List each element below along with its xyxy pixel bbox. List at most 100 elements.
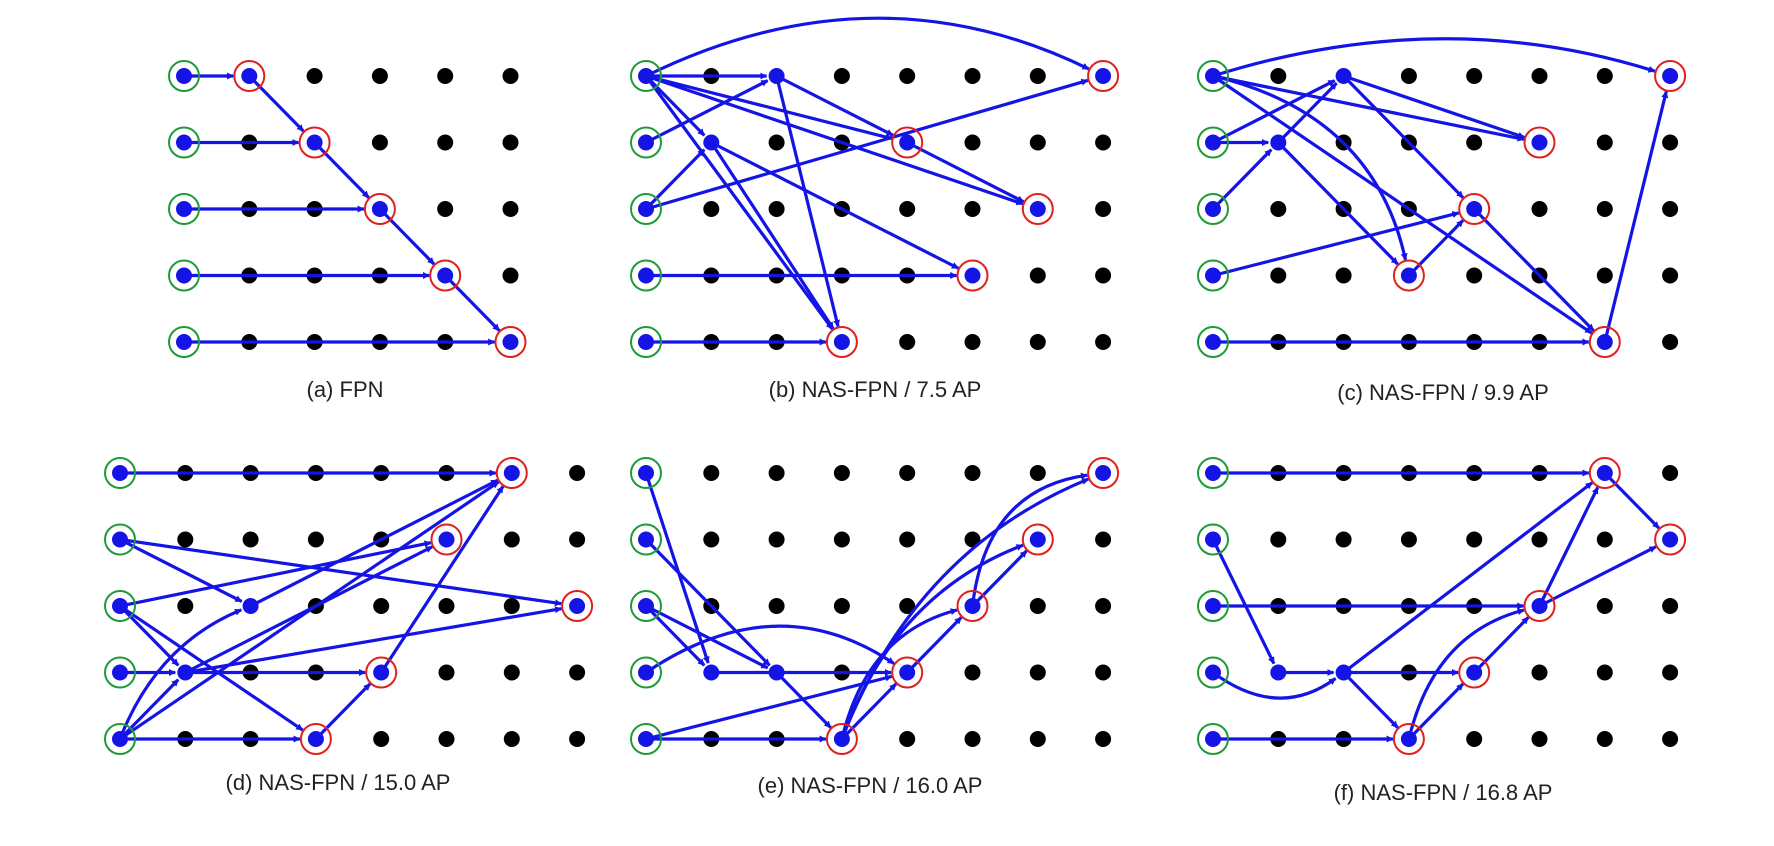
panel-b: (b) NAS-FPN / 7.5 AP	[630, 16, 1120, 402]
grid-node	[1095, 598, 1112, 614]
feature-node	[1205, 334, 1221, 350]
feature-node	[112, 465, 128, 481]
input-node-ring	[630, 457, 662, 489]
feature-node	[438, 531, 455, 548]
grid-node	[1095, 267, 1112, 284]
panel-edges	[644, 16, 1090, 346]
grid-node	[177, 598, 194, 614]
grid-node	[833, 465, 850, 481]
active-nodes	[168, 60, 527, 358]
connection-arrow	[1342, 671, 1399, 729]
input-node-ring	[1197, 523, 1229, 556]
grid-node	[1662, 201, 1679, 217]
feature-node	[638, 731, 654, 747]
output-node-ring	[495, 457, 528, 489]
feature-node	[176, 134, 192, 151]
active-nodes	[630, 60, 1120, 358]
connection-arrow	[1212, 74, 1525, 142]
grid-node	[1596, 664, 1613, 681]
connection-arrow	[248, 74, 305, 133]
feature-node	[1095, 465, 1112, 481]
grid-node	[1466, 731, 1483, 747]
grid-node	[242, 531, 259, 548]
feature-node	[373, 664, 390, 681]
output-node-ring	[233, 60, 266, 92]
feature-node	[638, 334, 654, 350]
input-node-ring	[104, 656, 136, 689]
feature-node	[638, 465, 654, 481]
output-node-ring	[1523, 126, 1556, 159]
output-node-ring	[365, 656, 398, 689]
grid-node	[306, 68, 323, 84]
output-node-ring	[956, 590, 989, 622]
connection-arrow	[645, 74, 893, 141]
output-node-ring	[429, 259, 462, 292]
input-node-ring	[168, 60, 200, 92]
connection-arrow	[313, 141, 370, 199]
feature-node	[176, 68, 192, 84]
feature-node	[768, 664, 785, 681]
connection-arrow	[644, 538, 771, 667]
grid-node	[1596, 134, 1613, 151]
grid-node	[899, 465, 916, 481]
feature-node	[242, 598, 259, 614]
grid-node	[1466, 267, 1483, 284]
output-node-ring	[825, 723, 858, 755]
connection-arrow	[906, 141, 1025, 204]
grid-node	[1029, 664, 1046, 681]
grid-node	[502, 201, 519, 217]
grid-node	[768, 201, 785, 217]
grid-node	[1400, 531, 1417, 548]
grid-node	[1029, 334, 1046, 350]
feature-node	[638, 531, 654, 548]
connection-arrow	[644, 74, 706, 137]
connection-arrow	[1212, 74, 1408, 261]
feature-node	[1662, 68, 1679, 84]
feature-node	[1205, 134, 1221, 151]
connection-arrow	[119, 538, 243, 603]
grid-node	[768, 531, 785, 548]
connection-arrow	[775, 75, 840, 328]
connection-arrow	[1212, 74, 1593, 335]
input-node-ring	[1197, 326, 1229, 358]
active-nodes	[104, 457, 594, 755]
grid-node	[502, 267, 519, 284]
grid-node	[437, 201, 454, 217]
connection-arrow	[1603, 90, 1669, 343]
feature-node	[503, 465, 520, 481]
grid-node	[1270, 68, 1287, 84]
grid-node	[833, 68, 850, 84]
connection-arrow	[645, 79, 769, 144]
output-node-ring	[956, 259, 989, 292]
feature-node	[1205, 465, 1221, 481]
grid-node	[1029, 465, 1046, 481]
input-node-ring	[1197, 259, 1229, 292]
input-node-ring	[104, 590, 136, 622]
feature-node	[768, 68, 785, 84]
feature-node	[1205, 267, 1221, 284]
grid-node	[569, 664, 586, 681]
feature-node	[638, 267, 654, 284]
input-node-ring	[104, 457, 136, 489]
input-node-ring	[1197, 60, 1229, 92]
connection-arrow	[1538, 486, 1600, 607]
feature-node	[1205, 68, 1221, 84]
panel-d: (d) NAS-FPN / 15.0 AP	[104, 457, 594, 795]
grid-nodes	[1270, 465, 1679, 747]
connection-arrow	[709, 141, 835, 330]
input-node-ring	[104, 723, 136, 755]
grid-node	[1531, 201, 1548, 217]
connection-arrow	[840, 477, 1089, 740]
output-node-ring	[1087, 457, 1120, 489]
output-node-ring	[363, 193, 396, 225]
grid-node	[1095, 664, 1112, 681]
connection-arrow	[1603, 471, 1661, 530]
connection-arrow	[710, 141, 959, 270]
feature-node	[638, 134, 654, 151]
connection-arrow	[314, 682, 372, 741]
feature-node	[833, 731, 850, 747]
feature-node	[1205, 201, 1221, 217]
output-node-ring	[299, 723, 332, 755]
input-node-ring	[168, 259, 200, 292]
